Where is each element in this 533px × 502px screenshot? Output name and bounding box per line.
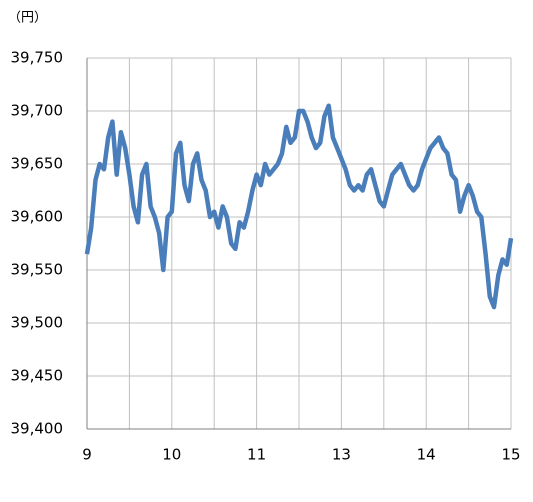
y-tick-label: 39,650 (11, 155, 64, 173)
y-tick-label: 39,600 (11, 208, 64, 226)
x-tick-label: 15 (501, 446, 520, 464)
y-tick-label: 39,700 (11, 102, 64, 120)
x-tick-label: 11 (247, 446, 266, 464)
y-tick-label: 39,450 (11, 367, 64, 385)
x-tick-label: 13 (332, 446, 351, 464)
y-tick-label: 39,400 (11, 420, 64, 438)
y-axis-unit: （円） (8, 11, 47, 26)
x-tick-label: 14 (417, 446, 436, 464)
x-tick-label: 10 (162, 446, 181, 464)
y-tick-label: 39,500 (11, 314, 64, 332)
y-tick-label: 39,550 (11, 261, 64, 279)
price-line (84, 103, 514, 310)
x-tick-label: 9 (82, 446, 92, 464)
y-tick-label: 39,750 (11, 49, 64, 67)
